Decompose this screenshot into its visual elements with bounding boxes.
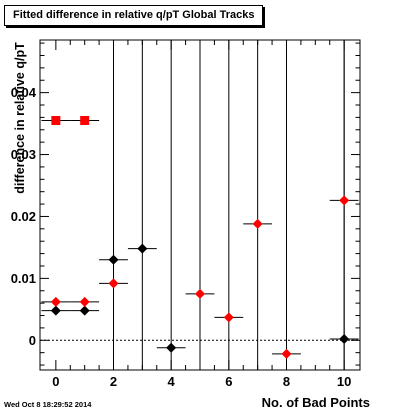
data-point-diamond <box>339 195 350 206</box>
x-tick-label: 0 <box>52 374 59 389</box>
x-tick-label: 4 <box>168 374 176 389</box>
data-point-diamond <box>79 305 90 316</box>
y-tick-label: 0.02 <box>11 209 36 224</box>
data-point-diamond <box>79 296 90 307</box>
data-point-square <box>80 115 90 125</box>
chart-title: Fitted difference in relative q/pT Globa… <box>4 5 264 26</box>
data-point-square <box>51 115 61 125</box>
y-axis-label: difference in relative q/pT <box>13 42 27 194</box>
data-point-diamond <box>195 288 205 299</box>
x-tick-label: 10 <box>337 374 351 389</box>
data-point-diamond <box>108 278 119 289</box>
y-tick-label: 0.03 <box>11 147 36 162</box>
data-point-diamond <box>252 218 263 229</box>
data-point-diamond <box>50 296 61 307</box>
x-tick-label: 2 <box>110 374 117 389</box>
x-tick-label: 6 <box>225 374 232 389</box>
timestamp: Wed Oct 8 18:29:52 2014 <box>4 400 92 409</box>
y-tick-label: 0.04 <box>11 85 37 100</box>
x-tick-label: 8 <box>283 374 290 389</box>
x-axis-label: No. of Bad Points <box>261 395 370 410</box>
data-point-diamond <box>281 348 292 359</box>
y-tick-label: 0.01 <box>11 271 36 286</box>
data-point-diamond <box>166 342 177 353</box>
data-point-diamond <box>223 312 234 323</box>
data-point-diamond <box>50 305 61 316</box>
data-point-diamond <box>137 243 148 254</box>
y-tick-label: 0 <box>29 333 36 348</box>
